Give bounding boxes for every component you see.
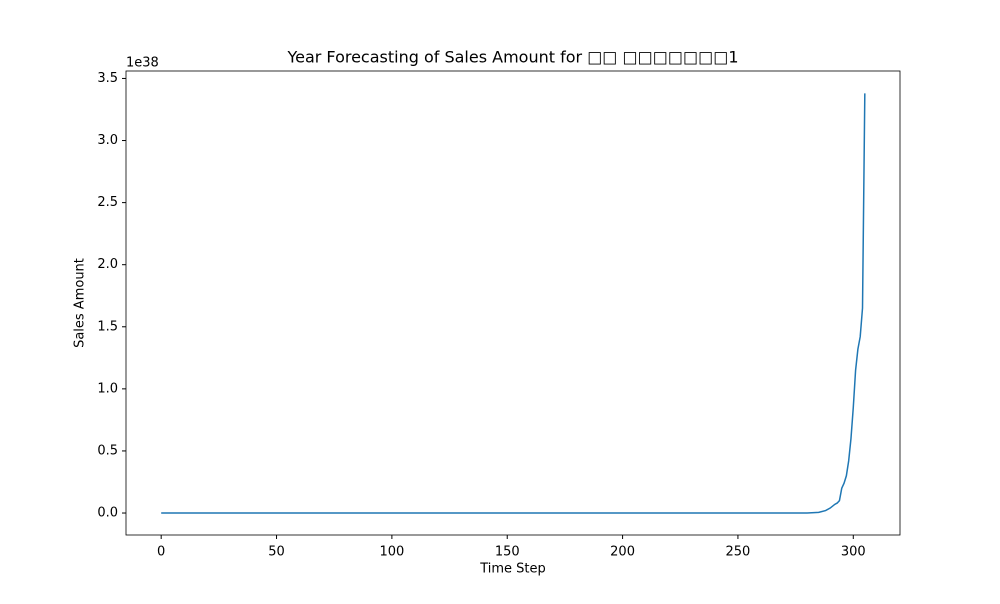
x-tick-label: 0: [157, 545, 165, 560]
x-tick-label: 200: [610, 545, 635, 560]
chart-title: Year Forecasting of Sales Amount for □□ …: [286, 48, 738, 67]
y-tick-label: 0.5: [97, 443, 118, 458]
x-tick-label: 250: [726, 545, 751, 560]
y-tick-label: 2.5: [97, 195, 118, 210]
x-tick-label: 100: [379, 545, 404, 560]
y-offset-label: 1e38: [126, 56, 159, 71]
y-tick-label: 1.0: [97, 381, 118, 396]
x-tick-label: 50: [268, 545, 285, 560]
y-tick-label: 0.0: [97, 506, 118, 521]
x-tick-label: 300: [841, 545, 866, 560]
y-tick-label: 2.0: [97, 257, 118, 272]
line: [161, 93, 866, 514]
y-tick-label: 3.0: [97, 133, 118, 148]
y-axis-label: Sales Amount: [73, 258, 88, 348]
x-tick-label: 150: [495, 545, 520, 560]
y-tick-label: 3.5: [97, 71, 118, 86]
y-tick-label: 1.5: [97, 319, 118, 334]
x-axis-label: Time Step: [479, 562, 546, 577]
plot-frame: [125, 70, 901, 536]
